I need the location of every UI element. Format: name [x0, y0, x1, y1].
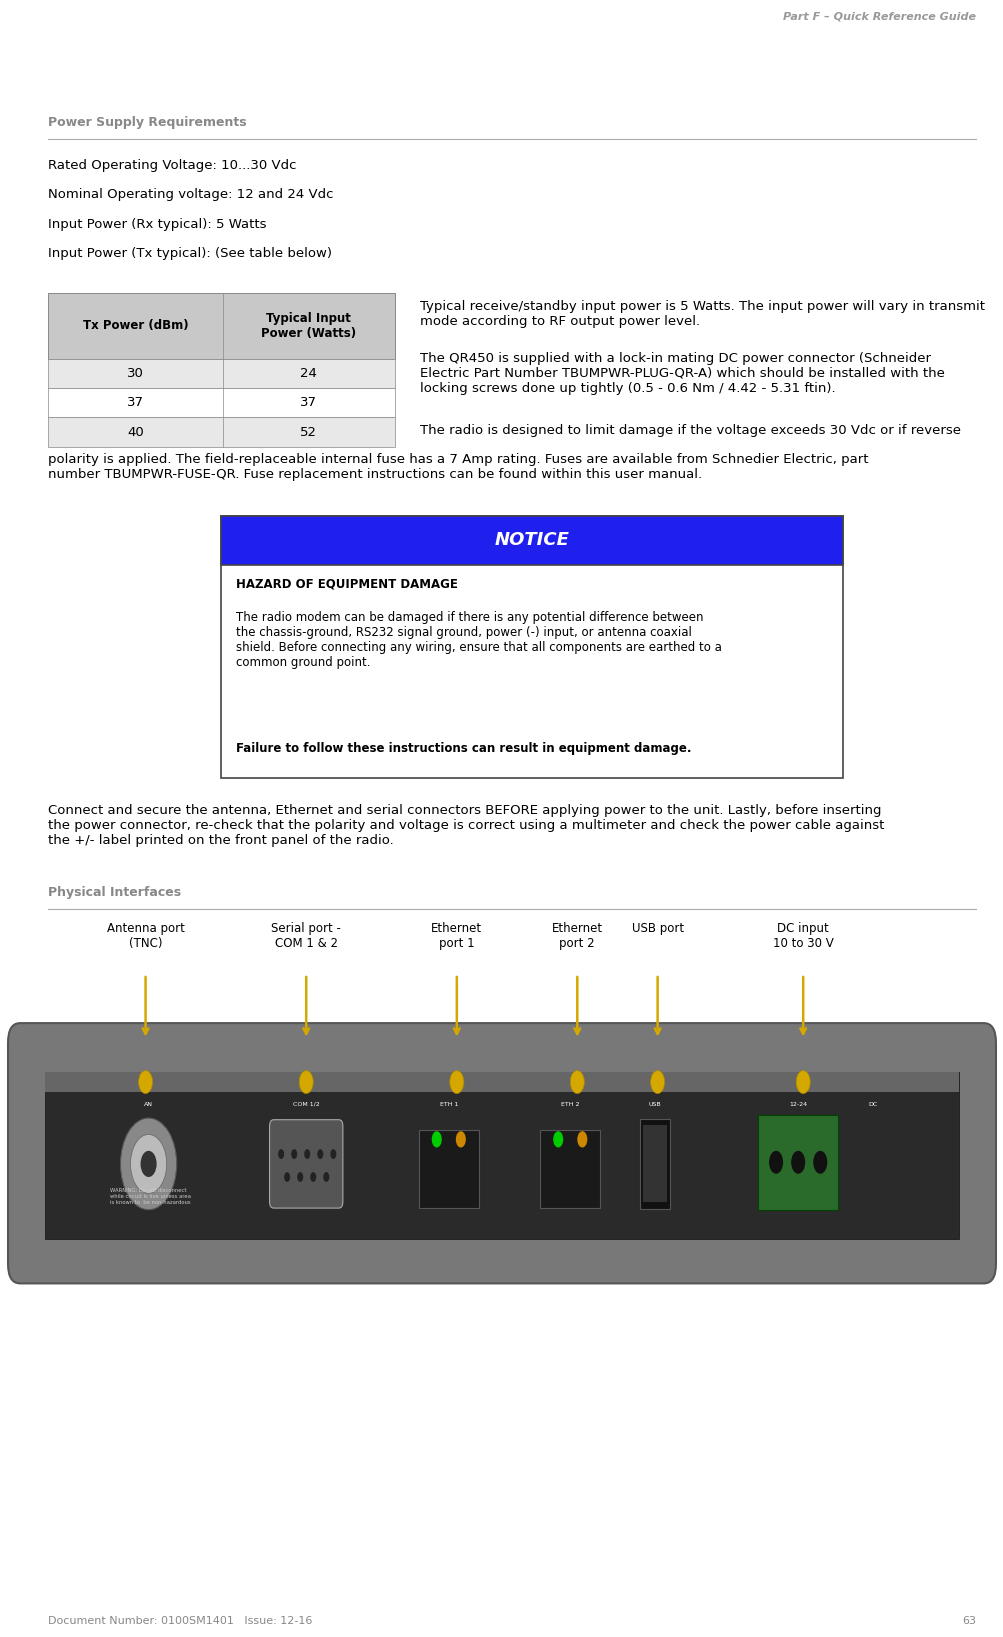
Circle shape	[140, 1151, 156, 1177]
Circle shape	[304, 1149, 310, 1159]
Circle shape	[449, 1071, 463, 1094]
Circle shape	[330, 1149, 336, 1159]
Text: DC: DC	[868, 1102, 878, 1107]
Circle shape	[790, 1151, 804, 1174]
Circle shape	[278, 1149, 284, 1159]
FancyBboxPatch shape	[48, 359, 394, 388]
FancyBboxPatch shape	[48, 293, 394, 359]
Text: 52: 52	[300, 426, 317, 439]
FancyBboxPatch shape	[221, 516, 843, 565]
Text: 37: 37	[127, 396, 144, 409]
FancyBboxPatch shape	[45, 1072, 958, 1239]
Text: Input Power (Tx typical): (See table below): Input Power (Tx typical): (See table bel…	[48, 247, 332, 260]
Text: Physical Interfaces: Physical Interfaces	[48, 886, 182, 899]
Text: 63: 63	[961, 1616, 975, 1626]
Text: Tx Power (dBm): Tx Power (dBm)	[83, 319, 189, 332]
Text: Serial port -
COM 1 & 2: Serial port - COM 1 & 2	[271, 922, 341, 949]
FancyBboxPatch shape	[639, 1120, 669, 1210]
Circle shape	[650, 1071, 664, 1094]
Text: The QR450 is supplied with a lock-in mating DC power connector (Schneider
Electr: The QR450 is supplied with a lock-in mat…	[419, 352, 944, 395]
Circle shape	[317, 1149, 323, 1159]
Text: Typical Input
Power (Watts): Typical Input Power (Watts)	[261, 311, 356, 340]
Text: 30: 30	[127, 367, 144, 380]
FancyBboxPatch shape	[8, 1023, 995, 1283]
Text: Document Number: 0100SM1401   Issue: 12-16: Document Number: 0100SM1401 Issue: 12-16	[48, 1616, 312, 1626]
Text: Input Power (Rx typical): 5 Watts: Input Power (Rx typical): 5 Watts	[48, 218, 267, 231]
Text: ETH 2: ETH 2	[561, 1102, 579, 1107]
Text: Part F – Quick Reference Guide: Part F – Quick Reference Guide	[782, 11, 975, 21]
FancyBboxPatch shape	[269, 1120, 342, 1208]
Text: Nominal Operating voltage: 12 and 24 Vdc: Nominal Operating voltage: 12 and 24 Vdc	[48, 188, 333, 201]
Circle shape	[795, 1071, 809, 1094]
Circle shape	[570, 1071, 584, 1094]
Circle shape	[431, 1131, 441, 1148]
Text: Antenna port
(TNC): Antenna port (TNC)	[106, 922, 185, 949]
Text: 37: 37	[300, 396, 317, 409]
Text: USB port: USB port	[631, 922, 683, 935]
Text: polarity is applied. The field-replaceable internal fuse has a 7 Amp rating. Fus: polarity is applied. The field-replaceab…	[48, 453, 868, 481]
Text: Rated Operating Voltage: 10...30 Vdc: Rated Operating Voltage: 10...30 Vdc	[48, 159, 297, 172]
Text: The radio is designed to limit damage if the voltage exceeds 30 Vdc or if revers: The radio is designed to limit damage if…	[419, 424, 960, 437]
FancyBboxPatch shape	[540, 1130, 600, 1208]
Circle shape	[553, 1131, 563, 1148]
FancyBboxPatch shape	[48, 388, 394, 417]
Circle shape	[138, 1071, 152, 1094]
Circle shape	[299, 1071, 313, 1094]
Text: 24: 24	[300, 367, 317, 380]
Circle shape	[291, 1149, 297, 1159]
Text: ETH 1: ETH 1	[439, 1102, 457, 1107]
FancyBboxPatch shape	[418, 1130, 478, 1208]
Text: 12-24: 12-24	[788, 1102, 806, 1107]
Text: Power Supply Requirements: Power Supply Requirements	[48, 116, 247, 129]
Text: Ethernet
port 2: Ethernet port 2	[552, 922, 602, 949]
Circle shape	[120, 1118, 177, 1210]
Text: COM 1/2: COM 1/2	[293, 1102, 319, 1107]
FancyBboxPatch shape	[642, 1126, 666, 1203]
Text: DC input
10 to 30 V: DC input 10 to 30 V	[772, 922, 832, 949]
Text: Failure to follow these instructions can result in equipment damage.: Failure to follow these instructions can…	[236, 742, 691, 755]
Text: Connect and secure the antenna, Ethernet and serial connectors BEFORE applying p: Connect and secure the antenna, Ethernet…	[48, 804, 884, 846]
Circle shape	[284, 1172, 290, 1182]
Circle shape	[310, 1172, 316, 1182]
Text: Typical receive/standby input power is 5 Watts. The input power will vary in tra: Typical receive/standby input power is 5…	[419, 300, 984, 327]
Circle shape	[130, 1134, 166, 1193]
Text: WARNING: Do not disconnect
while circuit is live unless area
is known to  be non: WARNING: Do not disconnect while circuit…	[110, 1188, 192, 1205]
FancyBboxPatch shape	[221, 516, 843, 778]
Circle shape	[455, 1131, 465, 1148]
Text: 40: 40	[127, 426, 143, 439]
FancyBboxPatch shape	[45, 1072, 958, 1092]
Text: NOTICE: NOTICE	[494, 532, 569, 548]
Circle shape	[297, 1172, 303, 1182]
Text: HAZARD OF EQUIPMENT DAMAGE: HAZARD OF EQUIPMENT DAMAGE	[236, 578, 457, 591]
FancyBboxPatch shape	[48, 417, 394, 447]
Circle shape	[323, 1172, 329, 1182]
Circle shape	[768, 1151, 782, 1174]
Text: Ethernet
port 1: Ethernet port 1	[431, 922, 481, 949]
Text: USB: USB	[648, 1102, 660, 1107]
FancyBboxPatch shape	[757, 1115, 838, 1210]
Text: AN: AN	[144, 1102, 152, 1107]
Circle shape	[812, 1151, 826, 1174]
Text: The radio modem can be damaged if there is any potential difference between
the : The radio modem can be damaged if there …	[236, 611, 721, 668]
Circle shape	[577, 1131, 587, 1148]
